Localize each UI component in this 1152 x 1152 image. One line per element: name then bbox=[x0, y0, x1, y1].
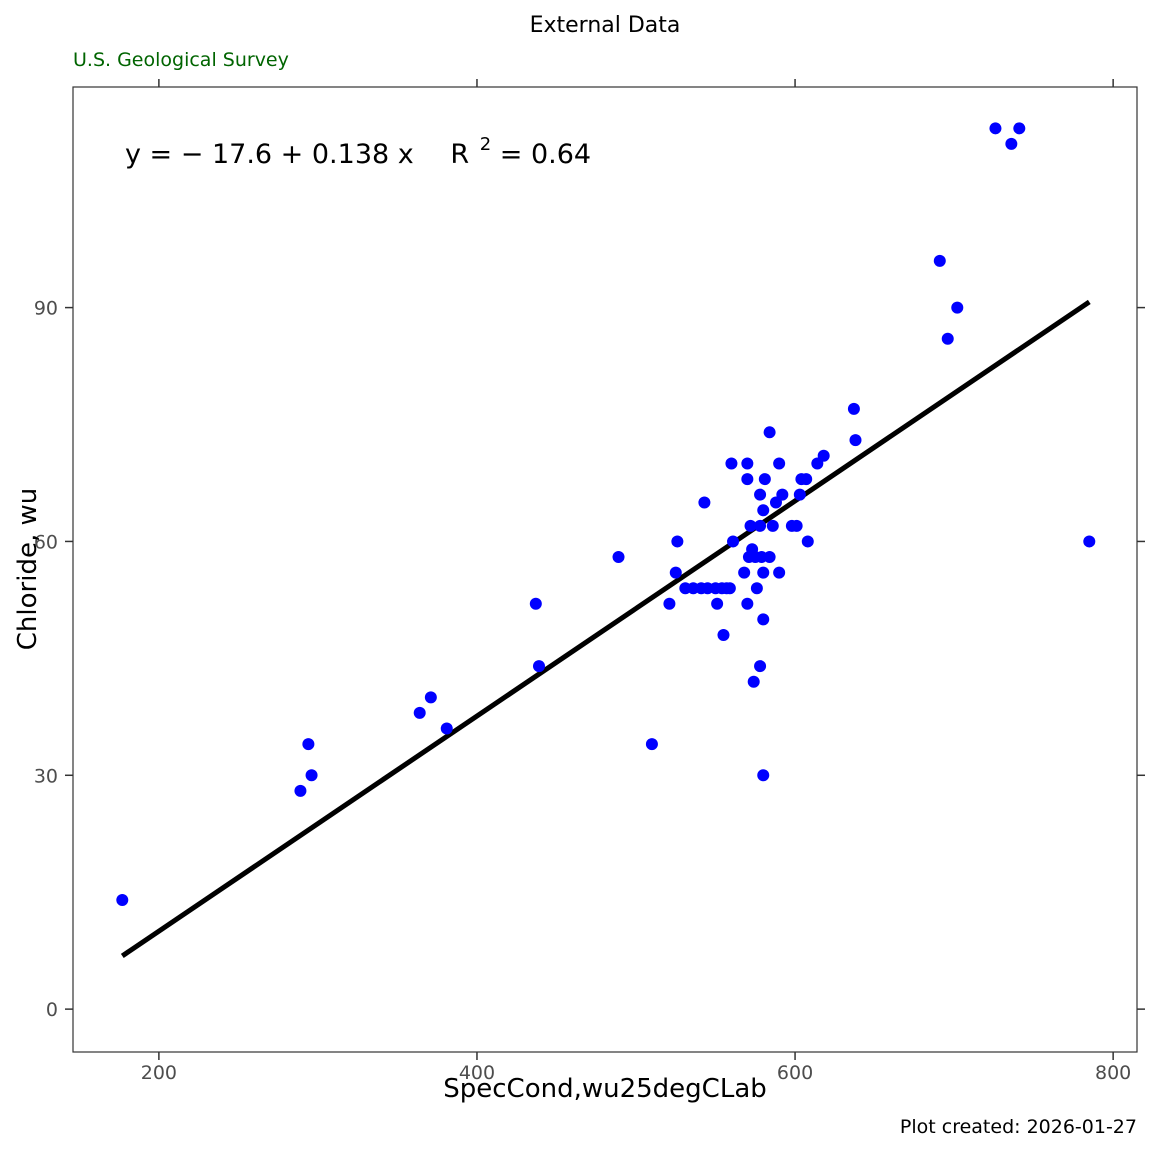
x-axis-title: SpecCond,wu25degCLab bbox=[443, 1074, 767, 1104]
data-point bbox=[698, 496, 711, 509]
data-point bbox=[302, 738, 315, 751]
data-point bbox=[305, 769, 318, 782]
data-point bbox=[532, 660, 545, 673]
y-tick-label: 30 bbox=[34, 765, 58, 787]
data-point bbox=[793, 488, 806, 501]
data-point bbox=[951, 301, 964, 314]
data-point bbox=[612, 551, 625, 564]
data-point bbox=[727, 535, 740, 548]
data-point bbox=[754, 488, 767, 501]
data-point bbox=[741, 457, 754, 470]
data-point bbox=[941, 332, 954, 345]
data-point bbox=[773, 457, 786, 470]
y-tick-label: 90 bbox=[34, 298, 58, 320]
data-point bbox=[757, 769, 770, 782]
data-point bbox=[294, 784, 307, 797]
x-tick-label: 400 bbox=[459, 1062, 495, 1084]
data-point bbox=[663, 597, 676, 610]
y-axis-title: Chloride, wu bbox=[13, 488, 43, 650]
data-point bbox=[750, 582, 763, 595]
data-point bbox=[790, 519, 803, 532]
data-point bbox=[817, 449, 830, 462]
data-point bbox=[757, 613, 770, 626]
data-point bbox=[741, 597, 754, 610]
data-point bbox=[744, 519, 757, 532]
data-point bbox=[669, 566, 682, 579]
data-point bbox=[801, 535, 814, 548]
data-point bbox=[758, 473, 771, 486]
data-point bbox=[773, 566, 786, 579]
data-point bbox=[776, 488, 789, 501]
data-point bbox=[529, 597, 542, 610]
data-point bbox=[717, 628, 730, 641]
data-point bbox=[725, 457, 738, 470]
data-point bbox=[763, 426, 776, 439]
chart-subtitle: U.S. Geological Survey bbox=[73, 49, 289, 71]
data-point bbox=[754, 519, 767, 532]
regression-line bbox=[120, 299, 1091, 958]
data-point bbox=[757, 566, 770, 579]
x-tick-label: 600 bbox=[777, 1062, 813, 1084]
chart-caption: Plot created: 2026-01-27 bbox=[900, 1116, 1137, 1138]
y-tick-label: 60 bbox=[34, 531, 58, 553]
data-point bbox=[933, 254, 946, 267]
regression-layer bbox=[120, 299, 1091, 958]
equation-prefix: y = − 17.6 + 0.138 x bbox=[125, 139, 414, 170]
data-point bbox=[989, 122, 1002, 135]
data-point bbox=[766, 519, 779, 532]
chart-title: External Data bbox=[530, 13, 681, 38]
data-point bbox=[754, 660, 767, 673]
data-point bbox=[849, 434, 862, 447]
axis-ticks: 200 400 600 800 0 30 60 90 bbox=[34, 79, 1145, 1084]
data-point bbox=[413, 706, 426, 719]
data-point bbox=[847, 402, 860, 415]
data-points bbox=[116, 122, 1096, 907]
equation-r-label: R bbox=[450, 139, 469, 170]
data-point bbox=[757, 504, 770, 517]
equation-r-exponent: 2 bbox=[480, 134, 491, 155]
data-point bbox=[424, 691, 437, 704]
plot-panel bbox=[72, 86, 1138, 1053]
data-point bbox=[116, 894, 129, 907]
data-point bbox=[711, 597, 724, 610]
data-point bbox=[440, 722, 453, 735]
x-tick-label: 800 bbox=[1095, 1062, 1131, 1084]
data-point bbox=[723, 582, 736, 595]
data-point bbox=[671, 535, 684, 548]
data-point bbox=[763, 551, 776, 564]
data-point bbox=[1013, 122, 1026, 135]
regression-equation: y = − 17.6 + 0.138 x R 2 = 0.64 bbox=[125, 126, 591, 170]
equation-r-value: = 0.64 bbox=[500, 139, 591, 170]
data-point bbox=[1083, 535, 1096, 548]
y-tick-label: 0 bbox=[46, 999, 58, 1021]
data-point bbox=[800, 473, 813, 486]
data-point bbox=[1005, 137, 1018, 150]
data-point bbox=[645, 738, 658, 751]
data-point bbox=[741, 473, 754, 486]
x-tick-label: 200 bbox=[141, 1062, 177, 1084]
data-point bbox=[747, 675, 760, 688]
data-point bbox=[738, 566, 751, 579]
